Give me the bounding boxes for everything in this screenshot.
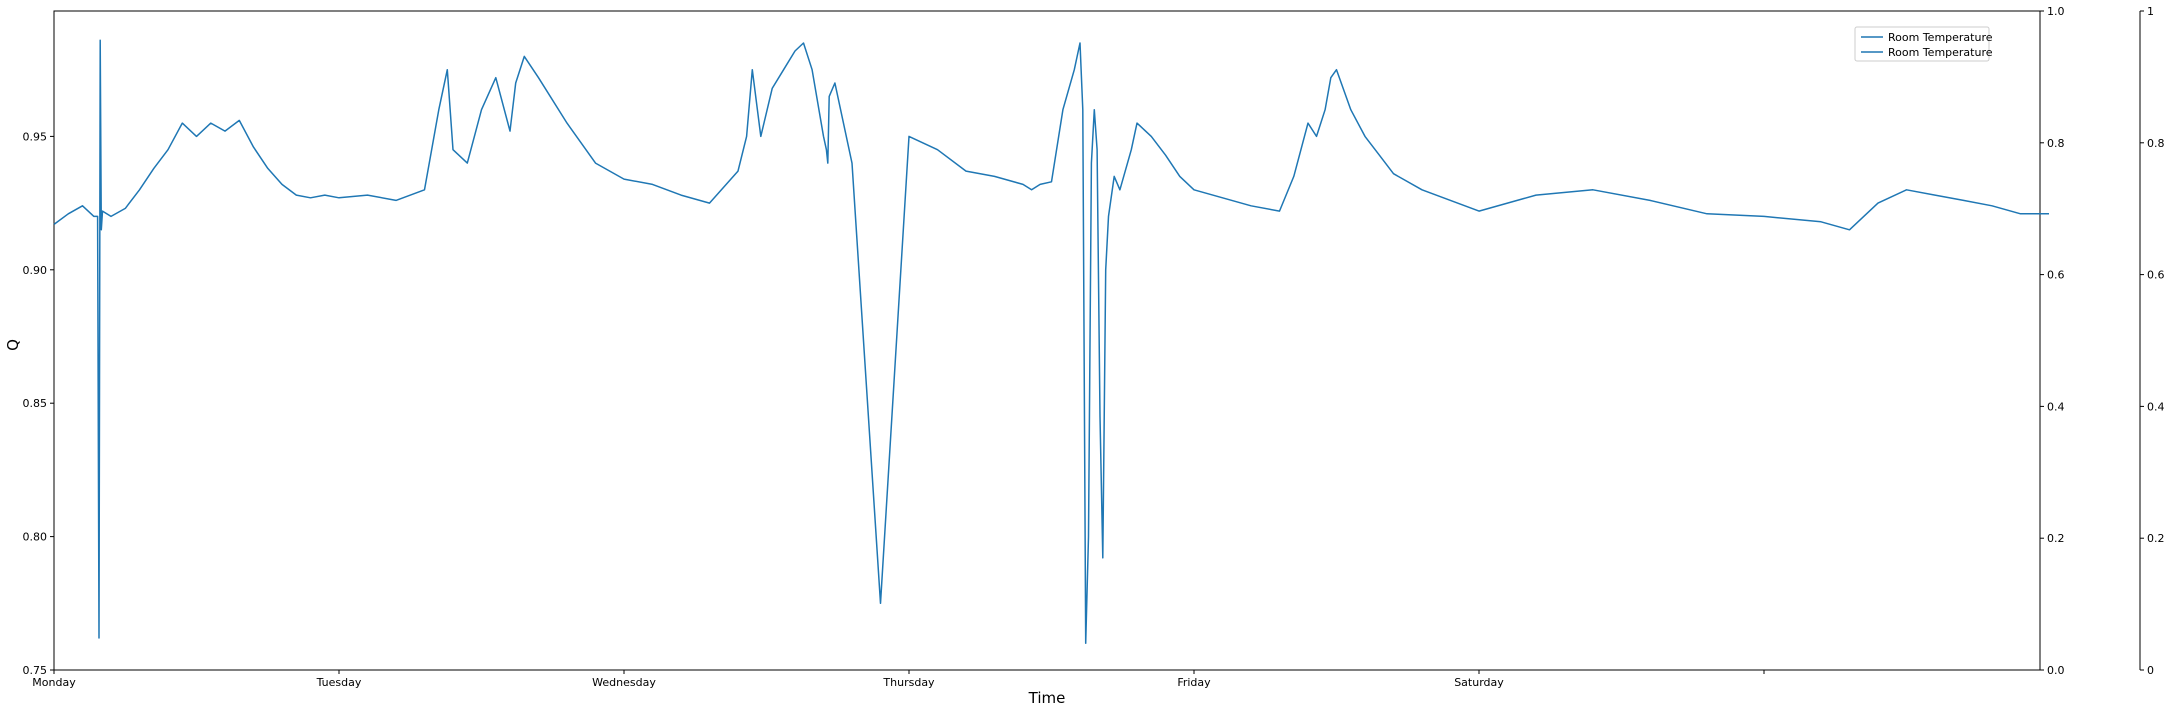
x-tick-label: Thursday xyxy=(882,676,935,689)
x-axis-label: Time xyxy=(1028,689,1066,707)
x-tick-label: Monday xyxy=(32,676,76,689)
series-layer xyxy=(53,39,2049,645)
x-tick-label: Friday xyxy=(1177,676,1211,689)
legend-box xyxy=(1854,26,1990,62)
x-tick-label: Tuesday xyxy=(316,676,362,689)
y-axis-left: 0.75 0.80 0.85 0.90 0.95 xyxy=(23,130,54,677)
y-axis-label: Q xyxy=(4,339,22,351)
series-line-room-temperature xyxy=(53,39,2049,645)
y2-tick-label: 1.0 xyxy=(2047,5,2065,18)
x-axis: Monday Tuesday Wednesday Thursday Friday Satu… xyxy=(32,670,1765,689)
y2-tick-label: 0.2 xyxy=(2047,532,2065,545)
y3-tick-label: 0 xyxy=(2147,664,2154,677)
y2-tick-label: 0.0 xyxy=(2047,664,2065,677)
y-axis-right-1: 0.0 0.2 0.4 0.6 0.8 1.0 xyxy=(2040,5,2065,677)
x-tick-label: Wednesday xyxy=(592,676,656,689)
legend-label: Room Temperature xyxy=(1888,46,1993,59)
x-tick-label: Saturday xyxy=(1454,676,1504,689)
y3-tick-label: 0.6 xyxy=(2147,269,2165,282)
plot-frame xyxy=(53,10,2041,671)
y3-tick-label: 1 xyxy=(2147,5,2154,18)
y3-tick-label: 0.8 xyxy=(2147,137,2165,150)
plot-border xyxy=(53,10,2041,671)
y3-tick-label: 0.4 xyxy=(2147,400,2165,413)
y-tick-label: 0.95 xyxy=(23,130,48,143)
legend-label: Room Temperature xyxy=(1888,31,1993,44)
legend: Room Temperature Room Temperature xyxy=(1854,26,1993,62)
y-tick-label: 0.85 xyxy=(23,397,48,410)
y2-tick-label: 0.8 xyxy=(2047,137,2065,150)
y-tick-label: 0.75 xyxy=(23,664,48,677)
y2-tick-label: 0.4 xyxy=(2047,400,2065,413)
y2-tick-label: 0.6 xyxy=(2047,269,2065,282)
y-axis-right-2: 0 0.2 0.4 0.6 0.8 1 xyxy=(2139,5,2165,677)
y3-tick-label: 0.2 xyxy=(2147,532,2165,545)
y-tick-label: 0.80 xyxy=(23,531,48,544)
y-tick-label: 0.90 xyxy=(23,264,48,277)
